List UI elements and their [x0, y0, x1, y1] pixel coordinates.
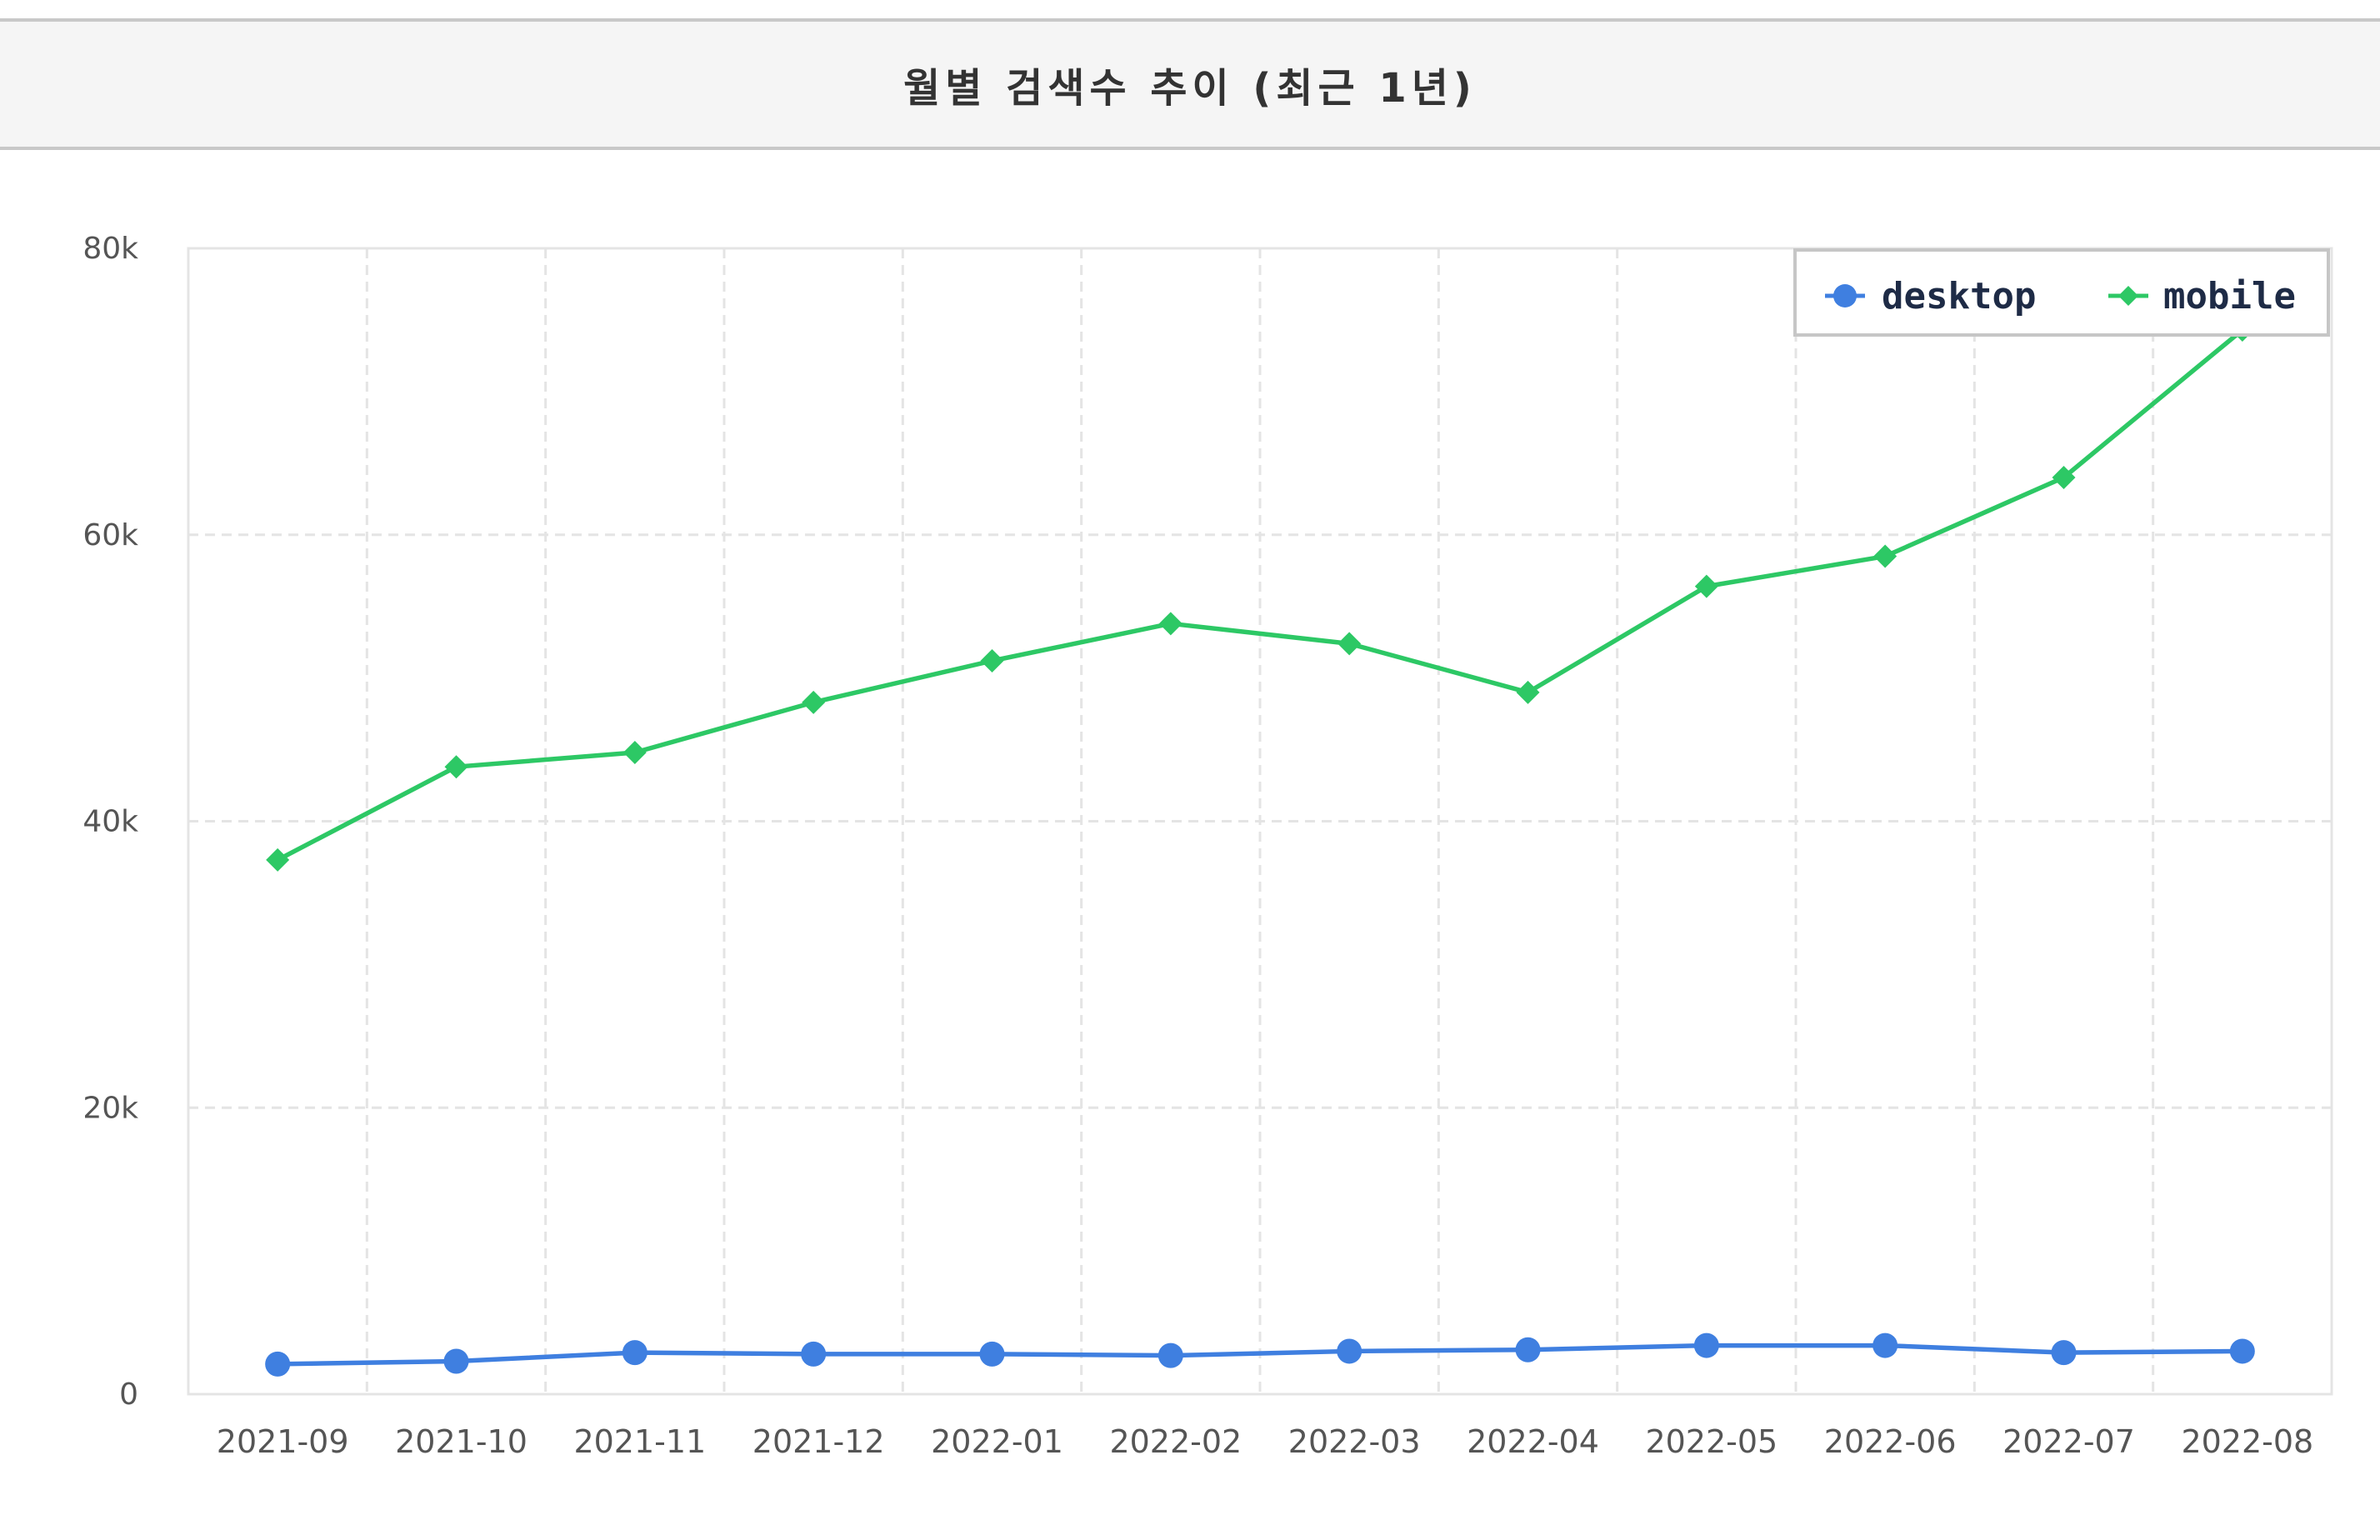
- x-tick-label: 2022-01: [931, 1423, 1063, 1460]
- data-point-mobile[interactable]: [1338, 632, 1362, 656]
- legend-label-desktop[interactable]: desktop: [1882, 275, 2036, 318]
- legend-marker-mobile: [2118, 286, 2138, 306]
- x-tick-label: 2022-02: [1109, 1423, 1242, 1460]
- data-point-desktop[interactable]: [979, 1341, 1005, 1367]
- y-tick-label: 20k: [82, 1091, 138, 1125]
- x-tick-label: 2021-10: [395, 1423, 528, 1460]
- y-tick-label: 80k: [82, 232, 138, 266]
- series-line-desktop: [278, 1342, 2242, 1367]
- data-point-mobile[interactable]: [2052, 466, 2076, 489]
- x-tick-label: 2022-06: [1824, 1423, 1957, 1460]
- x-tick-label: 2022-08: [2181, 1423, 2313, 1460]
- title-bar: 월별 검색수 추이 (최근 1년): [0, 18, 2380, 150]
- grid-layer: [187, 247, 2333, 1396]
- data-point-mobile[interactable]: [444, 755, 468, 779]
- x-tick-label: 2021-12: [752, 1423, 885, 1460]
- x-tick-label: 2021-11: [573, 1423, 706, 1460]
- data-point-desktop[interactable]: [1337, 1338, 1362, 1364]
- legend-box: [1793, 248, 2330, 337]
- data-point-mobile[interactable]: [802, 690, 826, 714]
- data-point-mobile[interactable]: [1158, 612, 1182, 636]
- data-point-mobile[interactable]: [1694, 574, 1718, 598]
- legend[interactable]: desktop mobile: [1793, 248, 2330, 337]
- data-point-desktop[interactable]: [1515, 1337, 1541, 1362]
- data-point-mobile[interactable]: [980, 649, 1004, 672]
- y-tick-label: 40k: [82, 805, 138, 839]
- x-tick-label: 2022-03: [1288, 1423, 1421, 1460]
- data-point-mobile[interactable]: [622, 741, 647, 764]
- series-desktop: [265, 1332, 2255, 1377]
- axis-layer: 0 20k 40k 60k 80k 2021-09 2021-10 2021-11 2021-1…: [82, 232, 2313, 1460]
- series-line-mobile: [276, 328, 2244, 862]
- legend-marker-desktop: [1833, 284, 1857, 308]
- data-point-desktop[interactable]: [443, 1348, 469, 1374]
- legend-label-mobile[interactable]: mobile: [2163, 275, 2296, 318]
- x-tick-label: 2022-05: [1645, 1423, 1778, 1460]
- x-tick-label: 2022-07: [2002, 1423, 2135, 1460]
- data-point-mobile[interactable]: [1873, 544, 1898, 568]
- data-point-desktop[interactable]: [2229, 1338, 2255, 1364]
- data-point-desktop[interactable]: [622, 1340, 648, 1366]
- data-point-desktop[interactable]: [265, 1351, 291, 1377]
- y-tick-label: 0: [119, 1378, 138, 1412]
- data-point-mobile[interactable]: [266, 848, 290, 872]
- series-layer: [265, 318, 2255, 1377]
- data-point-desktop[interactable]: [801, 1341, 827, 1367]
- y-tick-label: 60k: [82, 518, 138, 552]
- chart-title: 월별 검색수 추이 (최근 1년): [903, 65, 1477, 112]
- data-point-desktop[interactable]: [2051, 1340, 2077, 1366]
- data-point-desktop[interactable]: [1872, 1332, 1898, 1358]
- x-tick-label: 2021-09: [217, 1423, 349, 1460]
- data-point-mobile[interactable]: [1516, 680, 1540, 704]
- x-tick-label: 2022-04: [1467, 1423, 1599, 1460]
- data-point-desktop[interactable]: [1158, 1342, 1183, 1368]
- data-point-desktop[interactable]: [1693, 1332, 1719, 1358]
